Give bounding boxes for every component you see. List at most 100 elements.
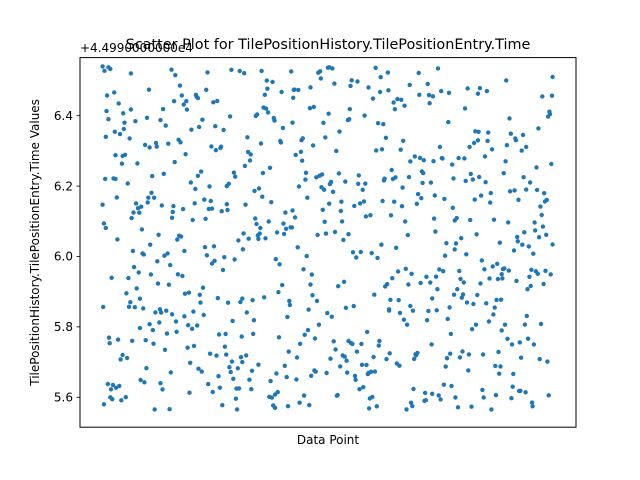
- x-axis-label: Data Point: [297, 433, 360, 447]
- data-point: [113, 176, 118, 182]
- data-point: [246, 236, 251, 241]
- data-point: [531, 342, 537, 347]
- data-point: [186, 290, 192, 295]
- data-point: [103, 134, 109, 139]
- data-point: [304, 253, 309, 259]
- data-point: [527, 180, 533, 185]
- data-point: [313, 369, 318, 374]
- data-point: [354, 349, 360, 354]
- data-point: [488, 190, 493, 196]
- data-point: [225, 300, 231, 305]
- data-point: [349, 78, 354, 83]
- data-point: [240, 296, 245, 301]
- data-point: [197, 292, 202, 297]
- data-point: [463, 178, 468, 184]
- data-point: [502, 266, 507, 271]
- data-point: [415, 191, 421, 197]
- data-point: [549, 93, 555, 98]
- data-point: [166, 141, 171, 146]
- data-point: [446, 119, 451, 125]
- data-point: [389, 167, 394, 173]
- data-point: [424, 318, 430, 323]
- y-tick-label: 6.2: [54, 179, 73, 193]
- data-point: [387, 351, 392, 356]
- data-point: [234, 407, 240, 412]
- data-point: [430, 94, 436, 99]
- y-tick-label: 5.6: [54, 390, 73, 404]
- data-point: [549, 161, 554, 167]
- data-point: [421, 170, 426, 176]
- data-point: [418, 280, 423, 286]
- data-point: [486, 130, 491, 135]
- data-point: [428, 180, 434, 185]
- data-point: [535, 271, 540, 276]
- data-point: [103, 176, 108, 182]
- data-point: [529, 400, 535, 405]
- data-point: [460, 292, 466, 297]
- data-point: [321, 120, 326, 126]
- data-point: [139, 227, 145, 232]
- data-point: [346, 232, 351, 237]
- data-point: [379, 147, 385, 152]
- data-point: [200, 285, 206, 290]
- data-point: [425, 81, 430, 87]
- data-point: [130, 248, 136, 254]
- data-point: [331, 339, 336, 344]
- data-point: [492, 305, 497, 310]
- data-point: [189, 326, 195, 331]
- data-point: [511, 248, 517, 253]
- data-point: [156, 232, 161, 237]
- data-point: [159, 310, 164, 315]
- data-point: [128, 300, 133, 305]
- data-point: [280, 125, 286, 131]
- data-point: [350, 341, 355, 347]
- data-point: [306, 307, 311, 312]
- data-point: [204, 253, 210, 258]
- data-point: [109, 275, 114, 280]
- data-point: [493, 393, 499, 398]
- data-point: [348, 83, 353, 89]
- data-point: [384, 282, 390, 287]
- data-point: [531, 251, 536, 256]
- data-point: [482, 154, 488, 159]
- data-point: [147, 145, 152, 150]
- data-point: [169, 67, 174, 72]
- data-point: [484, 88, 490, 94]
- data-point: [431, 216, 437, 221]
- data-point: [402, 103, 407, 108]
- plot-area-frame: [79, 57, 577, 428]
- data-point: [124, 355, 130, 361]
- data-point: [388, 297, 393, 302]
- data-point: [190, 217, 195, 223]
- data-point: [314, 298, 320, 304]
- data-point: [311, 104, 316, 110]
- data-point: [327, 201, 332, 206]
- data-point: [137, 325, 143, 331]
- data-point: [235, 366, 240, 371]
- data-point: [504, 78, 509, 83]
- data-point: [247, 377, 252, 382]
- data-point: [438, 397, 443, 402]
- data-point: [118, 357, 123, 362]
- data-point: [497, 371, 502, 376]
- data-point: [222, 255, 227, 260]
- data-point: [250, 298, 255, 303]
- data-point: [414, 201, 419, 206]
- data-point: [275, 389, 280, 395]
- data-point: [216, 374, 221, 379]
- data-point: [303, 177, 308, 182]
- data-point: [302, 332, 307, 337]
- data-point: [359, 341, 364, 347]
- data-point: [106, 335, 112, 340]
- data-point: [196, 366, 201, 371]
- y-tick-label: 6.4: [54, 109, 73, 123]
- data-point: [430, 296, 435, 301]
- chart-title: Scatter Plot for TilePositionHistory.Til…: [126, 37, 531, 53]
- data-point: [474, 232, 479, 237]
- data-point: [178, 140, 183, 145]
- data-point: [281, 231, 287, 237]
- data-point: [359, 362, 365, 367]
- data-point: [395, 269, 401, 274]
- data-point: [534, 165, 539, 170]
- data-point: [439, 88, 444, 94]
